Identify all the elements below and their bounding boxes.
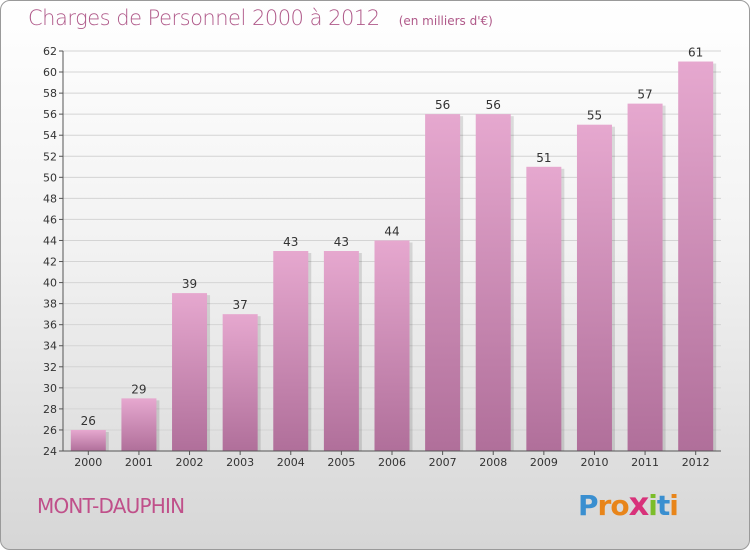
bar-2010	[576, 124, 612, 452]
x-tick-label-2001: 2001	[125, 456, 153, 469]
x-tick-label-2007: 2007	[429, 456, 457, 469]
bar-2008	[475, 114, 511, 451]
x-tick-label-2009: 2009	[530, 456, 558, 469]
bar-2007	[425, 114, 461, 451]
bar-2009	[526, 166, 562, 451]
x-tick-label-2006: 2006	[378, 456, 406, 469]
data-label-2004: 43	[283, 235, 298, 249]
data-label-2009: 51	[536, 151, 551, 165]
logo-letter: x	[628, 485, 650, 523]
bar-2012	[678, 61, 714, 452]
y-tick-label: 30	[43, 382, 57, 395]
x-tick-label-2005: 2005	[327, 456, 355, 469]
logo-letter: i	[669, 489, 679, 522]
data-label-2005: 43	[334, 235, 349, 249]
y-tick-label: 52	[43, 150, 57, 163]
data-label-2011: 57	[637, 88, 652, 102]
data-label-2002: 39	[182, 277, 197, 291]
y-tick-label: 56	[43, 108, 57, 121]
commune-name: MONT-DAUPHIN	[37, 494, 185, 518]
y-tick-label: 24	[43, 445, 57, 458]
chart-title-block: Charges de Personnel 2000 à 2012 (en mil…	[28, 6, 493, 30]
proxiti-logo: Proxiti	[578, 485, 679, 523]
y-tick-label: 40	[43, 277, 57, 290]
y-tick-label: 50	[43, 171, 57, 184]
x-tick-label-2011: 2011	[631, 456, 659, 469]
x-tick-label-2003: 2003	[226, 456, 254, 469]
logo-letter: o	[610, 489, 629, 522]
y-tick-label: 54	[43, 129, 57, 142]
logo-letter: r	[597, 489, 612, 522]
data-label-2010: 55	[587, 109, 602, 123]
y-tick-label: 36	[43, 319, 57, 332]
y-tick-label: 34	[43, 340, 57, 353]
y-tick-label: 46	[43, 213, 57, 226]
data-label-2003: 37	[233, 298, 248, 312]
data-label-2008: 56	[486, 98, 501, 112]
y-tick-label: 42	[43, 256, 57, 269]
x-tick-label-2008: 2008	[479, 456, 507, 469]
y-tick-label: 44	[43, 234, 57, 247]
bar-2000	[70, 429, 106, 451]
y-tick-label: 38	[43, 298, 57, 311]
data-label-2007: 56	[435, 98, 450, 112]
bar-2004	[273, 251, 309, 451]
bar-2006	[374, 240, 410, 451]
logo-letter: i	[648, 489, 658, 522]
chart-subtitle: (en milliers d'€)	[398, 14, 493, 28]
y-tick-label: 58	[43, 87, 57, 100]
y-tick-label: 48	[43, 192, 57, 205]
y-tick-label: 32	[43, 361, 57, 374]
logo-letter: P	[578, 489, 599, 522]
data-label-2012: 61	[688, 46, 703, 60]
logo-letter: t	[656, 489, 670, 522]
bar-2001	[121, 398, 157, 451]
bar-2005	[323, 251, 359, 451]
data-label-2006: 44	[384, 224, 399, 238]
y-tick-label: 60	[43, 66, 57, 79]
x-tick-label-2000: 2000	[74, 456, 102, 469]
x-tick-label-2002: 2002	[176, 456, 204, 469]
bar-2002	[172, 293, 208, 451]
x-tick-label-2012: 2012	[682, 456, 710, 469]
y-tick-label: 62	[43, 45, 57, 58]
bar-2011	[627, 103, 663, 451]
y-tick-label: 26	[43, 424, 57, 437]
y-tick-label: 28	[43, 403, 57, 416]
x-tick-label-2004: 2004	[277, 456, 305, 469]
data-label-2001: 29	[131, 382, 146, 396]
x-tick-label-2010: 2010	[580, 456, 608, 469]
data-label-2000: 26	[81, 414, 96, 428]
chart-title: Charges de Personnel 2000 à 2012	[28, 6, 380, 30]
bar-2003	[222, 314, 258, 451]
